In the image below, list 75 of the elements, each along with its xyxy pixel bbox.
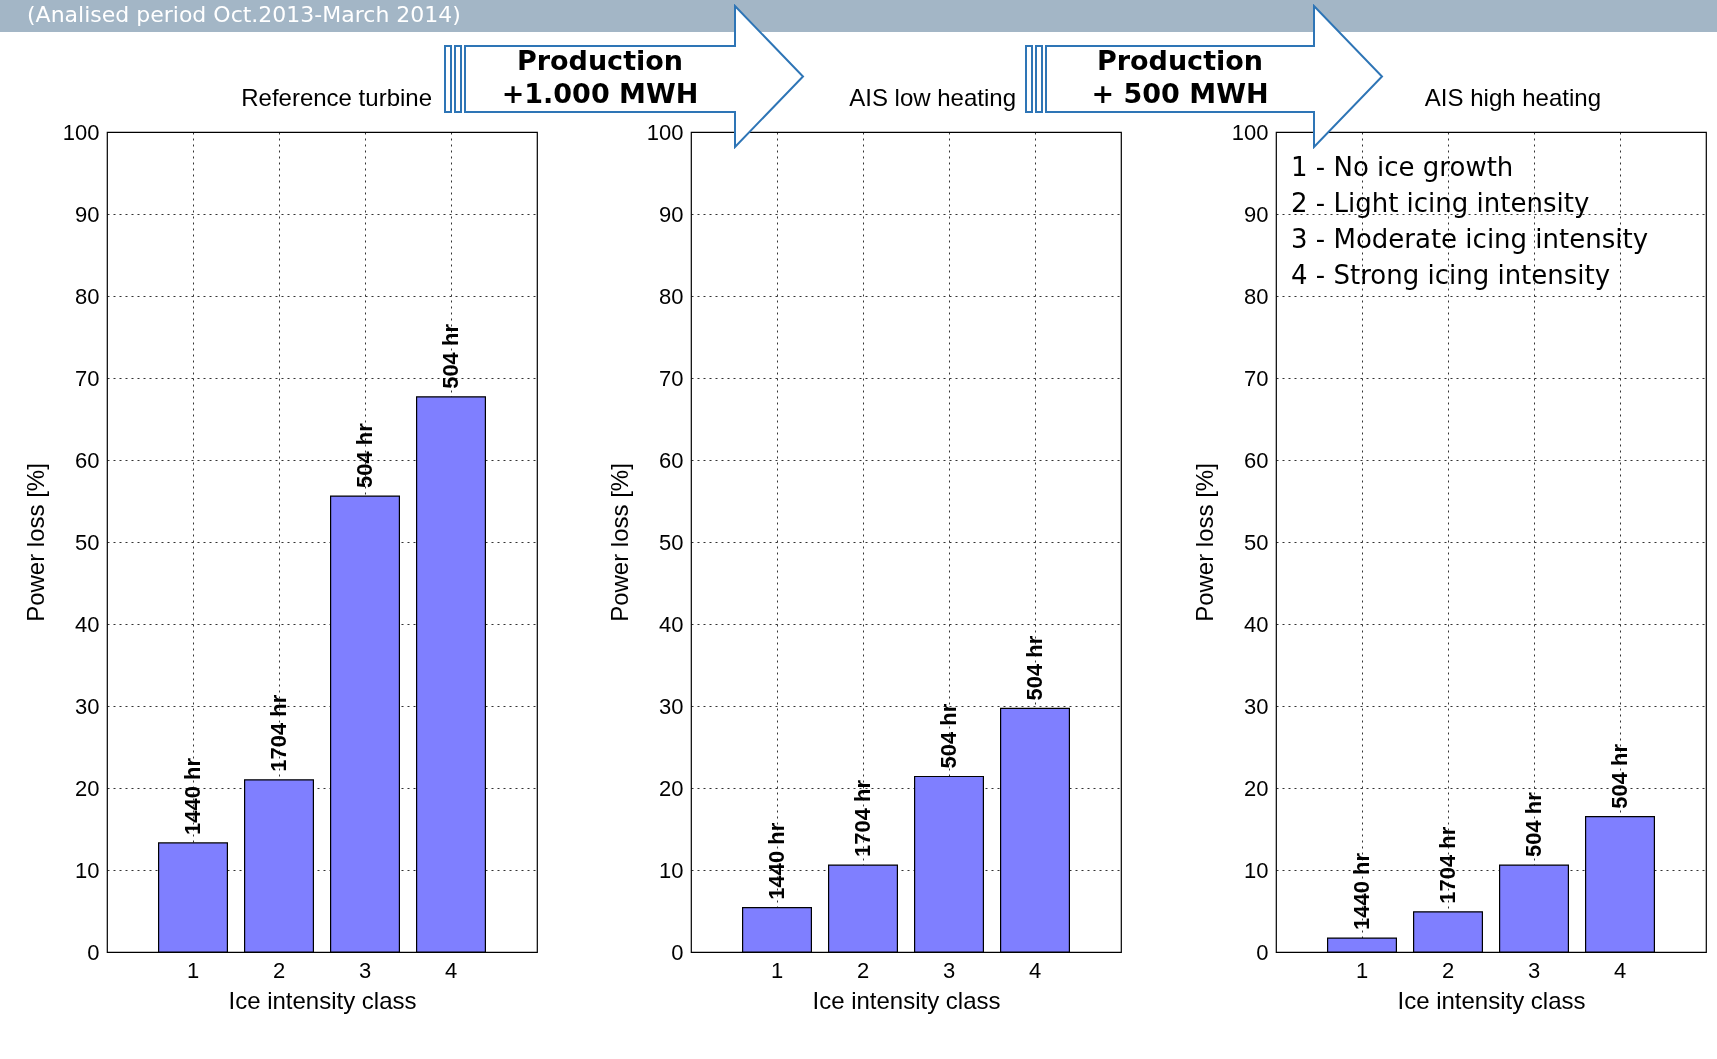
y-tick-label: 100 [1231, 119, 1269, 145]
x-tick-label: 4 [1028, 957, 1042, 983]
y-tick-label: 80 [75, 283, 100, 309]
annotation: 1704 hr [1435, 826, 1460, 904]
annotation: 504 hr [438, 323, 463, 389]
x-tick-label: 3 [942, 957, 956, 983]
annotation: 504 hr [1521, 791, 1546, 858]
x-axis-title: Ice intensity class [228, 986, 417, 1014]
y-tick-label: 100 [646, 119, 684, 145]
x-tick-label: 2 [272, 957, 286, 983]
annotation: 1704 hr [266, 694, 291, 772]
x-axis-title: Ice intensity class [1397, 986, 1586, 1014]
y-tick-label: 90 [1244, 201, 1269, 227]
annotation: 1440 hr [764, 822, 789, 900]
annotation: 2 - Light icing intensity [1291, 188, 1590, 218]
annotation: 504 hr [936, 703, 961, 769]
x-tick-label: 3 [358, 957, 372, 983]
y-tick-label: 10 [1244, 857, 1269, 883]
bar [1327, 937, 1397, 953]
y-tick-label: 90 [75, 201, 100, 227]
y-tick-label: 20 [1244, 775, 1269, 801]
x-axis-title: Ice intensity class [812, 986, 1001, 1014]
annotation: 3 - Moderate icing intensity [1291, 224, 1649, 254]
y-axis-title: Power loss [%] [21, 463, 49, 622]
annotation: 504 hr [1607, 743, 1632, 809]
y-tick-label: 80 [659, 283, 684, 309]
y-tick-label: 70 [1244, 365, 1269, 391]
y-tick-label: 60 [1244, 447, 1269, 473]
y-tick-label: 50 [75, 529, 100, 555]
y-tick-label: 10 [659, 857, 684, 883]
annotation: 1440 hr [1349, 852, 1374, 931]
chart-title: Reference turbine [241, 84, 432, 111]
x-tick-label: 2 [1441, 957, 1455, 983]
y-tick-label: 50 [659, 529, 684, 555]
annotation: 1440 hr [180, 757, 205, 835]
y-tick-label: 10 [75, 857, 100, 883]
y-tick-label: 100 [62, 119, 100, 145]
x-tick-label: 4 [1613, 957, 1627, 983]
bar [742, 907, 812, 953]
y-tick-label: 70 [75, 365, 100, 391]
y-tick-label: 80 [1244, 283, 1269, 309]
y-tick-label: 60 [659, 447, 684, 473]
y-tick-label: 70 [659, 365, 684, 391]
y-tick-label: 0 [1256, 939, 1269, 965]
text: Production + 500 MWH [1090, 44, 1270, 110]
y-tick-label: 20 [659, 775, 684, 801]
x-tick-label: 2 [856, 957, 870, 983]
y-tick-label: 30 [75, 693, 100, 719]
y-tick-label: 40 [659, 611, 684, 637]
x-tick-label: 1 [1355, 957, 1369, 983]
x-tick-label: 1 [186, 957, 200, 983]
y-tick-label: 60 [75, 447, 100, 473]
annotation: 504 hr [352, 422, 377, 489]
y-tick-label: 40 [1244, 611, 1269, 637]
annotation: 1 - No ice growth [1291, 152, 1514, 182]
text: Production +1.000 MWH [500, 44, 700, 110]
y-axis-title: Power loss [%] [1190, 463, 1218, 622]
y-tick-label: 40 [75, 611, 100, 637]
y-tick-label: 0 [671, 939, 684, 965]
x-tick-label: 4 [444, 957, 458, 983]
x-tick-label: 3 [1527, 957, 1541, 983]
y-tick-label: 30 [659, 693, 684, 719]
y-tick-label: 0 [87, 939, 100, 965]
x-tick-label: 1 [770, 957, 784, 983]
annotation: 504 hr [1022, 635, 1047, 701]
y-tick-label: 90 [659, 201, 684, 227]
y-axis-title: Power loss [%] [605, 463, 633, 622]
chart-title: AIS low heating [849, 84, 1016, 111]
y-tick-label: 50 [1244, 529, 1269, 555]
annotation: 1704 hr [850, 779, 875, 858]
chart-title: AIS high heating [1424, 84, 1601, 111]
text: (Analised period Oct.2013-March 2014) [27, 2, 461, 27]
y-tick-label: 20 [75, 775, 100, 801]
annotation: 4 - Strong icing intensity [1291, 260, 1611, 290]
y-tick-label: 30 [1244, 693, 1269, 719]
